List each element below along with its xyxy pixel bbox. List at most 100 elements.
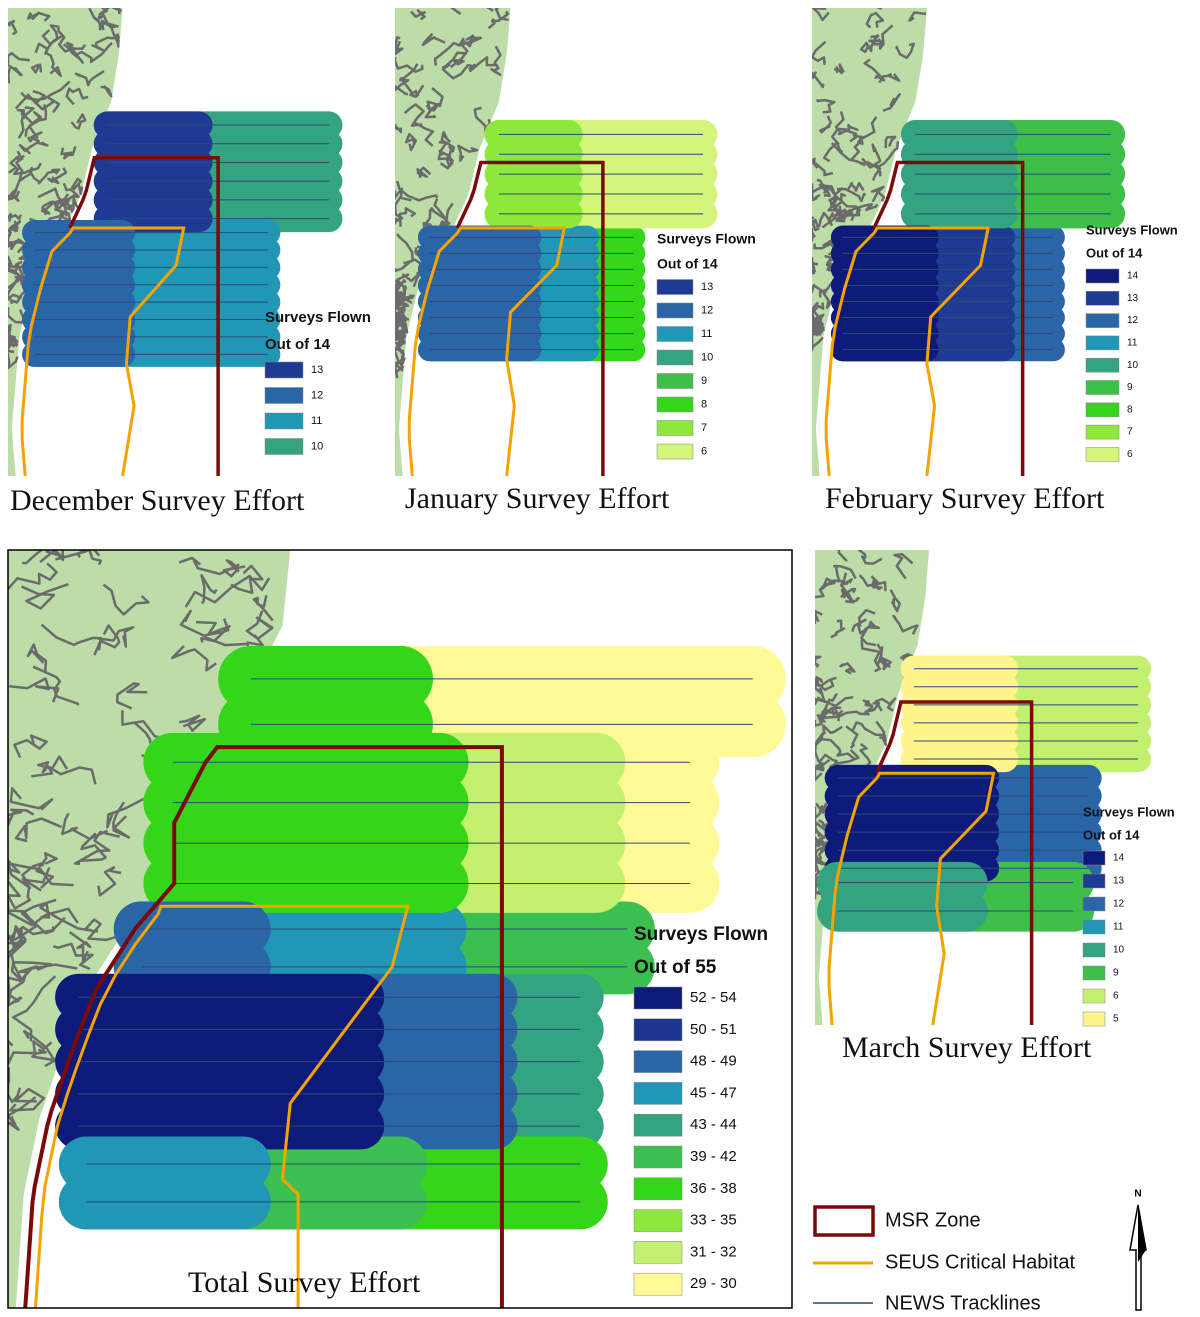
legend-swatch <box>634 1210 682 1232</box>
panel-title: March Survey Effort <box>842 1031 1092 1064</box>
legend-swatch <box>1083 943 1105 957</box>
legend-subtitle: Out of 14 <box>657 256 718 272</box>
legend-label: 9 <box>1127 382 1133 393</box>
legend-swatch <box>1083 1012 1105 1026</box>
legend-label: 8 <box>701 398 707 410</box>
legend-label: 10 <box>701 351 713 363</box>
legend-label: 14 <box>1113 853 1125 864</box>
legend-label: 10 <box>311 440 323 452</box>
map-panel <box>8 4 390 476</box>
legend-title: Surveys Flown <box>265 309 371 326</box>
legend-label: 12 <box>311 389 323 401</box>
legend-label: 48 - 49 <box>690 1053 737 1070</box>
legend-label: 12 <box>1127 315 1139 326</box>
legend-label: 7 <box>1127 427 1133 438</box>
legend-label: 10 <box>1113 945 1125 956</box>
legend-swatch <box>1083 897 1105 911</box>
legend-swatch <box>634 987 682 1009</box>
legend-swatch <box>1086 336 1119 350</box>
legend-label: 10 <box>1127 360 1139 371</box>
marsh <box>32 65 41 73</box>
legend-swatch <box>1083 920 1105 934</box>
legend-msr-symbol <box>815 1207 873 1235</box>
legend-label: 5 <box>1113 1014 1119 1025</box>
map-panel <box>815 532 1195 1025</box>
legend-swatch <box>634 1019 682 1041</box>
legend-title: Surveys Flown <box>1086 222 1178 237</box>
legend-swatch <box>1086 447 1119 461</box>
legend-subtitle: Out of 14 <box>265 336 331 353</box>
legend-label: 11 <box>1113 922 1124 933</box>
legend-label: 52 - 54 <box>690 989 737 1006</box>
legend-label: 33 - 35 <box>690 1212 737 1229</box>
legend-label: 7 <box>701 422 707 434</box>
legend-swatch <box>657 327 693 342</box>
legend-swatch <box>657 280 693 295</box>
legend-label: 31 - 32 <box>690 1243 737 1260</box>
legend-swatch <box>1086 381 1119 395</box>
north-label: N <box>1134 1189 1141 1200</box>
legend-label: 13 <box>311 364 323 376</box>
legend-subtitle: Out of 14 <box>1086 245 1143 260</box>
legend-label: 14 <box>1127 271 1139 282</box>
legend-label: 8 <box>1127 404 1133 415</box>
legend-title: Surveys Flown <box>1083 804 1175 819</box>
legend-swatch <box>634 1082 682 1104</box>
legend-title: Surveys Flown <box>634 924 768 945</box>
north-arrow <box>1130 1205 1146 1310</box>
map-panel <box>812 0 1195 476</box>
legend-label: 9 <box>1113 968 1119 979</box>
legend-label: 13 <box>1113 876 1125 887</box>
legend-label: 29 - 30 <box>690 1275 737 1292</box>
legend-swatch <box>634 1178 682 1200</box>
legend-label: 39 - 42 <box>690 1148 737 1165</box>
legend-subtitle: Out of 14 <box>1083 827 1140 842</box>
legend-swatch <box>1083 989 1105 1003</box>
legend-label: SEUS Critical Habitat <box>885 1251 1076 1273</box>
panel-title: Total Survey Effort <box>188 1266 421 1299</box>
legend-label: 13 <box>701 281 713 293</box>
legend-swatch <box>265 439 303 455</box>
legend-swatch <box>657 444 693 459</box>
legend-label: 11 <box>701 328 712 340</box>
legend-swatch <box>1086 269 1119 283</box>
legend-swatch <box>1086 425 1119 439</box>
legend-swatch <box>1086 291 1119 305</box>
legend-label: 6 <box>1113 991 1119 1002</box>
legend-swatch <box>634 1051 682 1073</box>
marsh <box>865 0 882 9</box>
legend-swatch <box>1086 314 1119 328</box>
legend-swatch <box>657 374 693 389</box>
legend-swatch <box>634 1146 682 1168</box>
legend-label: 9 <box>701 375 707 387</box>
legend-swatch <box>657 397 693 412</box>
legend-label: 13 <box>1127 293 1139 304</box>
legend-swatch <box>265 388 303 404</box>
panel-title: February Survey Effort <box>825 482 1105 515</box>
legend-swatch <box>657 350 693 365</box>
legend-swatch <box>634 1241 682 1263</box>
legend-label: 6 <box>701 445 707 457</box>
legend-label: 11 <box>311 415 322 427</box>
legend-label: 12 <box>701 304 713 316</box>
legend-swatch <box>1083 966 1105 980</box>
legend-swatch <box>265 362 303 378</box>
legend-swatch <box>265 413 303 429</box>
legend-label: 36 - 38 <box>690 1180 737 1197</box>
legend-swatch <box>1086 403 1119 417</box>
legend-label: NEWS Tracklines <box>885 1292 1041 1314</box>
legend-swatch <box>634 1114 682 1136</box>
legend-label: 11 <box>1127 338 1138 349</box>
legend-swatch <box>1083 874 1105 888</box>
legend-swatch <box>1083 851 1105 865</box>
page: N December Survey EffortSurveys FlownOut… <box>0 0 1200 1317</box>
legend-label: MSR Zone <box>885 1209 981 1231</box>
panel-title: January Survey Effort <box>405 482 670 515</box>
legend-label: 45 - 47 <box>690 1084 737 1101</box>
legend-swatch <box>634 1273 682 1295</box>
legend-label: 6 <box>1127 449 1133 460</box>
legend-subtitle: Out of 55 <box>634 957 717 978</box>
legend-title: Surveys Flown <box>657 231 756 247</box>
legend-label: 43 - 44 <box>690 1116 737 1133</box>
legend-label: 12 <box>1113 899 1125 910</box>
